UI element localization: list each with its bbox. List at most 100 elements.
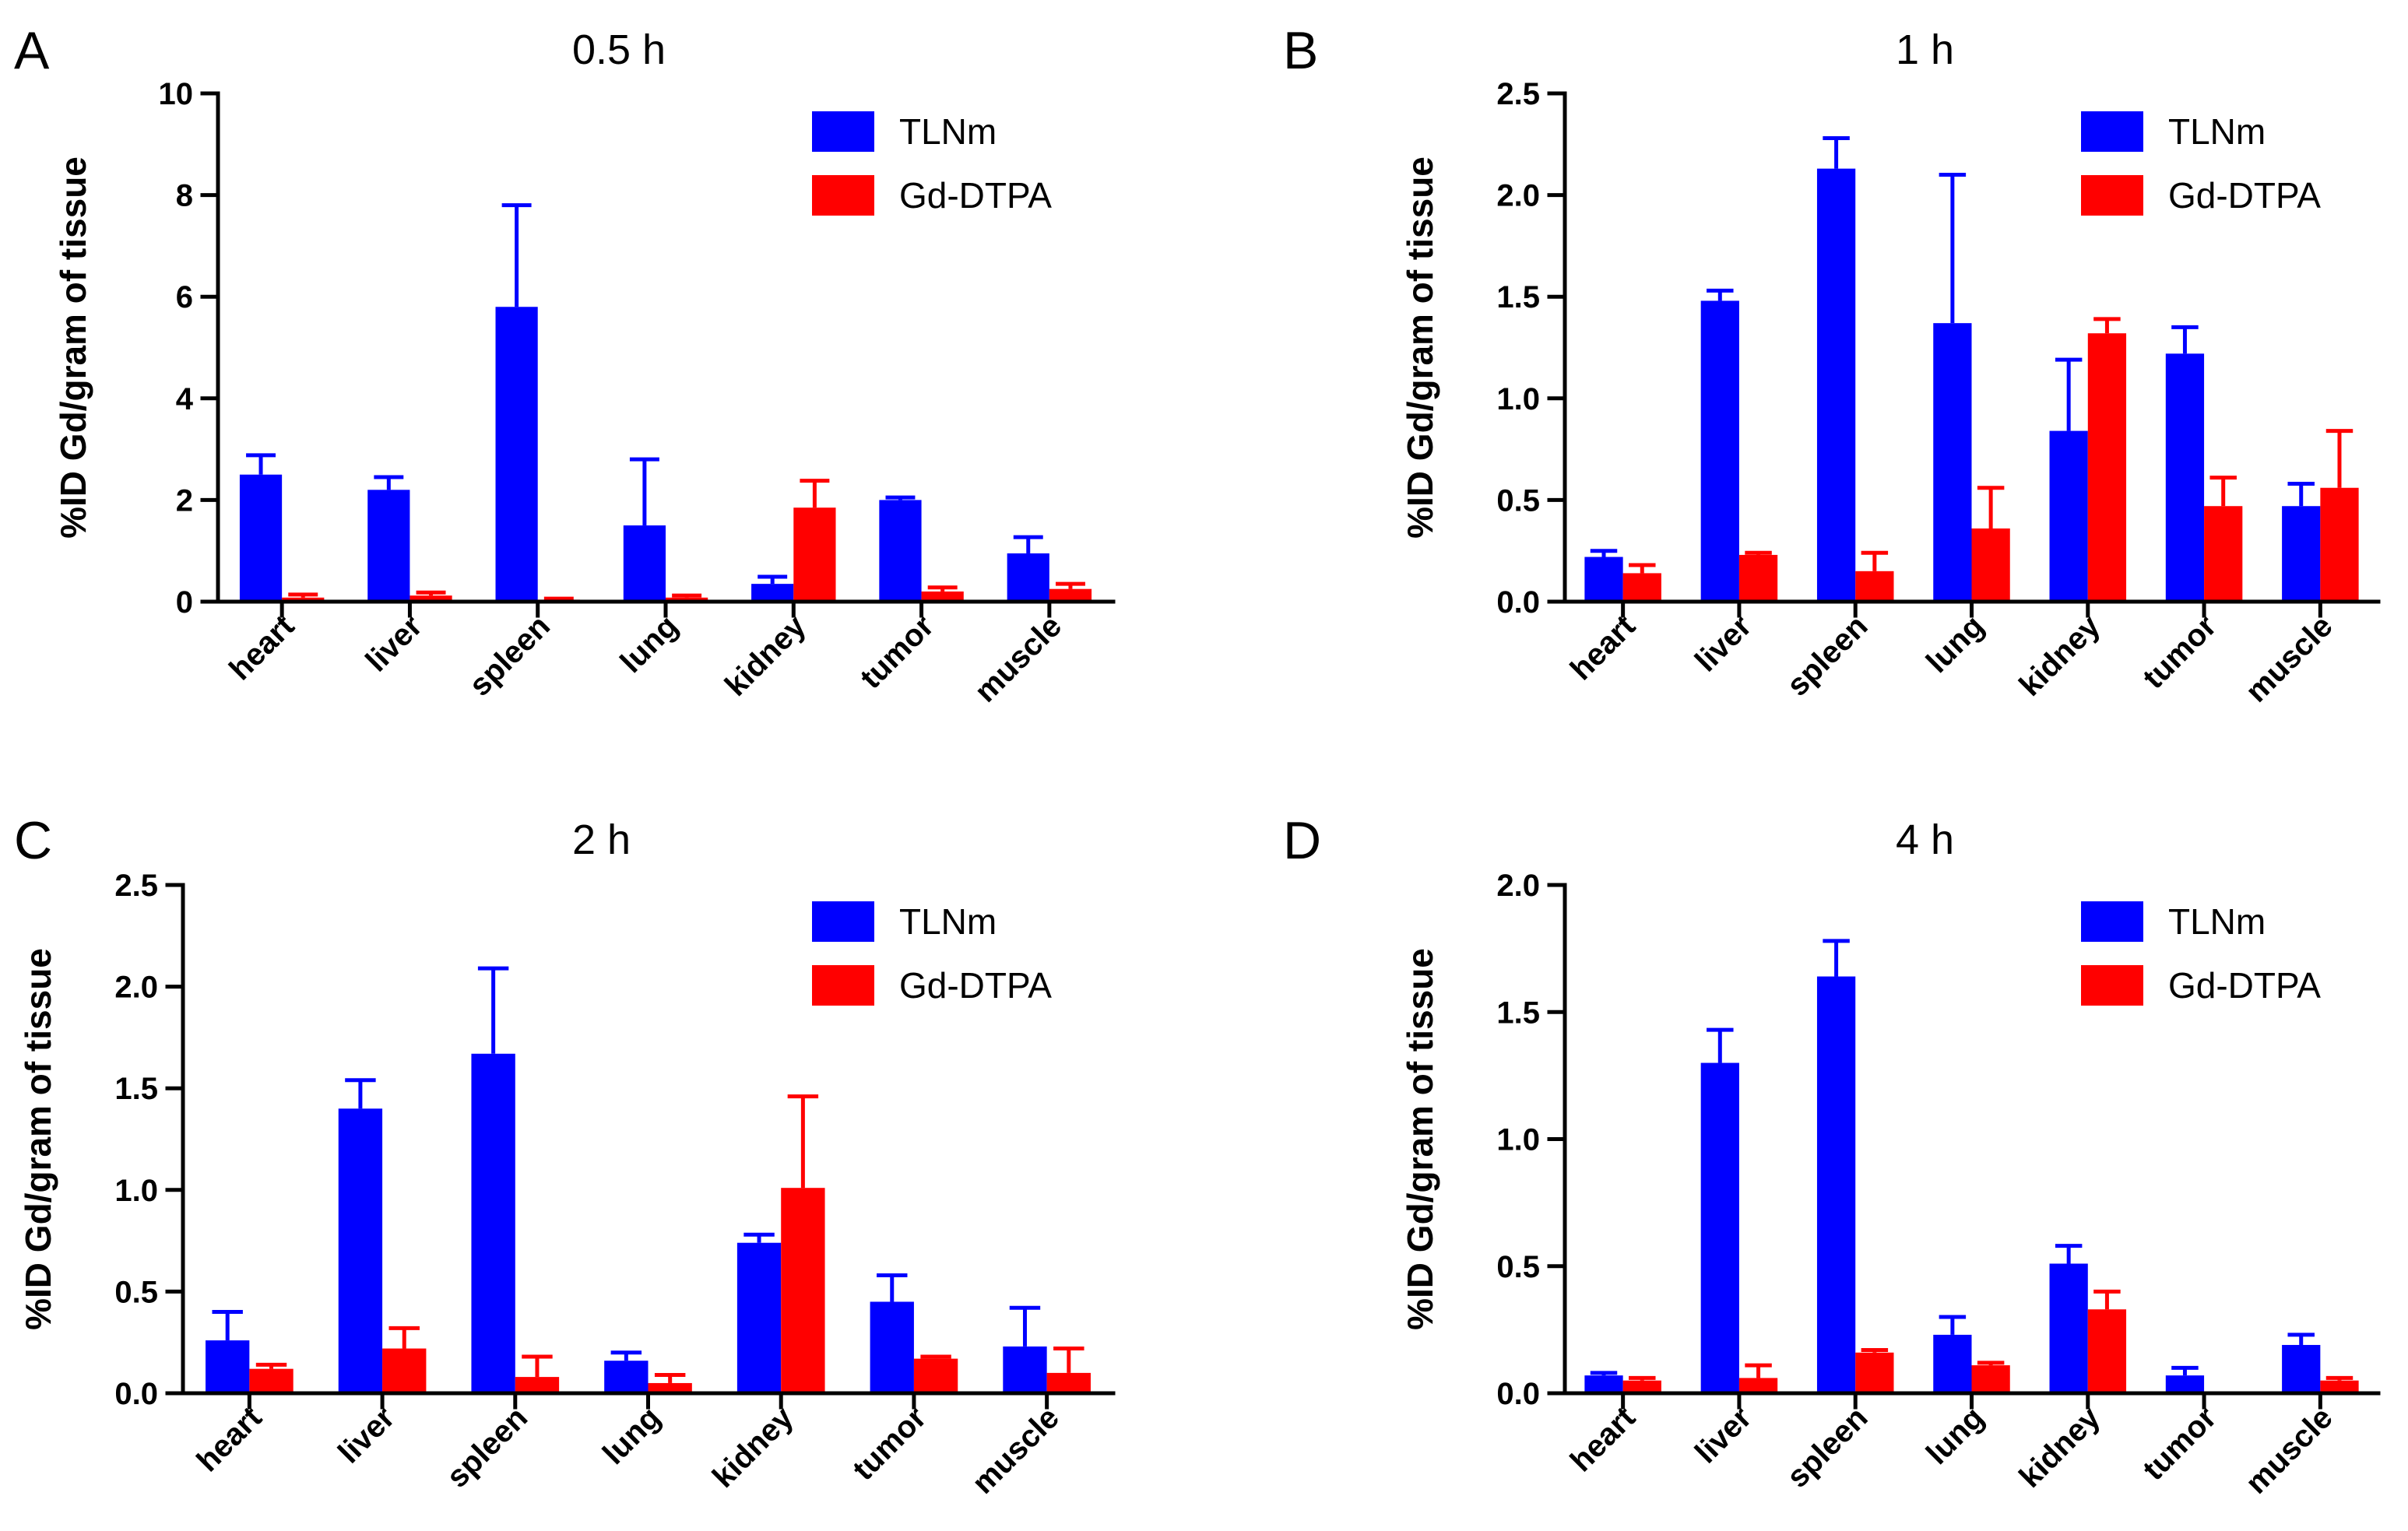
bar-gd-dtpa xyxy=(2087,1309,2127,1393)
bar-gd-dtpa xyxy=(1622,573,1661,602)
bar-tlnm xyxy=(1700,1062,1739,1393)
panel-letter: D xyxy=(1283,811,1321,870)
x-tick-label: muscle xyxy=(2239,1400,2339,1501)
y-axis-label: %ID Gd/gram of tissue xyxy=(18,948,58,1330)
y-tick-label: 2.0 xyxy=(1496,179,1540,213)
x-tick-label: muscle xyxy=(968,609,1069,709)
bar-gd-dtpa xyxy=(1738,554,1778,602)
bar-tlnm xyxy=(870,1301,914,1393)
legend-swatch xyxy=(812,175,874,216)
bar-gd-dtpa xyxy=(781,1188,825,1393)
legend-swatch xyxy=(812,111,874,152)
x-tick-label: muscle xyxy=(2239,609,2339,709)
x-tick-label: spleen xyxy=(440,1400,534,1494)
x-tick-label: heart xyxy=(1564,609,1642,686)
bar-tlnm xyxy=(338,1108,383,1393)
legend-label: Gd-DTPA xyxy=(899,175,1052,216)
legend-swatch xyxy=(2081,965,2143,1006)
bar-tlnm xyxy=(2165,1375,2205,1393)
legend-label: Gd-DTPA xyxy=(899,965,1052,1006)
y-tick-label: 1.0 xyxy=(1496,382,1540,416)
bar-gd-dtpa xyxy=(1046,1372,1091,1393)
x-tick-label: kidney xyxy=(2013,1400,2107,1494)
y-tick-label: 2.0 xyxy=(1496,869,1540,903)
x-tick-label: heart xyxy=(1564,1400,1642,1478)
x-tick-label: lung xyxy=(1920,1400,1991,1471)
legend-label: TLNm xyxy=(899,111,997,152)
bar-tlnm xyxy=(2165,353,2205,602)
y-tick-label: 2.0 xyxy=(114,971,158,1005)
x-tick-label: spleen xyxy=(462,609,557,703)
bar-tlnm xyxy=(495,307,538,602)
legend-swatch xyxy=(812,965,874,1006)
bar-gd-dtpa xyxy=(515,1377,560,1393)
x-tick-label: liver xyxy=(1689,1400,1758,1470)
x-tick-label: heart xyxy=(223,609,301,686)
y-tick-label: 0.0 xyxy=(1496,1377,1540,1411)
chart-panel-d: D 4 h %ID Gd/gram of tissue 0.0 0.5 1.0 1.5 2.0… xyxy=(1283,811,2381,1501)
bar-gd-dtpa xyxy=(921,591,964,602)
y-tick-label: 1.5 xyxy=(1496,996,1540,1030)
y-tick-label: 8 xyxy=(176,179,193,213)
bar-gd-dtpa xyxy=(410,595,452,602)
bar-gd-dtpa xyxy=(249,1368,294,1393)
bar-tlnm xyxy=(736,1242,782,1393)
x-tick-label: liver xyxy=(1689,609,1758,678)
x-tick-label: tumor xyxy=(854,609,940,695)
bar-tlnm xyxy=(2282,506,2321,602)
bar-gd-dtpa xyxy=(793,507,836,602)
bar-gd-dtpa xyxy=(1971,1365,2010,1393)
bar-tlnm xyxy=(1007,553,1049,602)
x-tick-label: liver xyxy=(359,609,428,678)
bar-tlnm xyxy=(1933,1334,1972,1393)
x-tick-label: tumor xyxy=(2136,1400,2223,1487)
bar-tlnm xyxy=(206,1340,250,1393)
bar-gd-dtpa xyxy=(282,597,325,602)
panel-letter: A xyxy=(14,21,50,80)
x-tick-label: tumor xyxy=(2136,609,2223,695)
bar-gd-dtpa xyxy=(1622,1380,1661,1393)
bar-tlnm xyxy=(1816,976,1856,1393)
bar-tlnm xyxy=(623,525,666,602)
chart-title: 0.5 h xyxy=(572,26,666,73)
bar-gd-dtpa xyxy=(666,597,708,602)
legend-swatch xyxy=(812,901,874,942)
x-tick-label: spleen xyxy=(1781,1400,1875,1494)
bar-gd-dtpa xyxy=(382,1348,427,1393)
panel-letter: B xyxy=(1283,21,1318,80)
y-tick-label: 4 xyxy=(176,382,194,416)
legend-label: Gd-DTPA xyxy=(2168,175,2321,216)
chart-title: 2 h xyxy=(572,816,631,863)
x-tick-label: muscle xyxy=(965,1400,1066,1501)
bar-gd-dtpa xyxy=(2204,506,2243,602)
y-tick-label: 0 xyxy=(176,585,193,620)
bar-tlnm xyxy=(239,474,283,602)
y-tick-label: 1.5 xyxy=(1496,280,1540,314)
y-tick-label: 2.5 xyxy=(1496,77,1540,111)
x-tick-label: kidney xyxy=(2013,609,2107,703)
y-tick-label: 0.5 xyxy=(114,1275,158,1309)
y-axis-label: %ID Gd/gram of tissue xyxy=(1400,948,1440,1330)
bar-tlnm xyxy=(879,500,922,602)
y-tick-label: 0.0 xyxy=(114,1377,158,1411)
legend-swatch xyxy=(2081,901,2143,942)
legend-swatch xyxy=(2081,175,2143,216)
bar-tlnm xyxy=(751,584,794,602)
legend-label: Gd-DTPA xyxy=(2168,965,2321,1006)
y-tick-label: 0.0 xyxy=(1496,585,1540,620)
x-tick-label: lung xyxy=(1920,609,1991,679)
bar-gd-dtpa xyxy=(1738,1378,1778,1393)
bar-tlnm xyxy=(367,490,410,602)
x-tick-label: tumor xyxy=(846,1400,933,1487)
x-tick-label: lung xyxy=(596,1400,667,1471)
chart-title: 1 h xyxy=(1896,26,1954,73)
bar-tlnm xyxy=(2049,1263,2088,1393)
y-tick-label: 6 xyxy=(176,280,193,314)
bar-tlnm xyxy=(2282,1344,2321,1393)
bar-tlnm xyxy=(1003,1346,1047,1393)
x-tick-label: spleen xyxy=(1781,609,1875,703)
bar-tlnm xyxy=(604,1361,649,1393)
y-tick-label: 1.0 xyxy=(1496,1123,1540,1157)
bar-gd-dtpa xyxy=(1971,528,2010,602)
